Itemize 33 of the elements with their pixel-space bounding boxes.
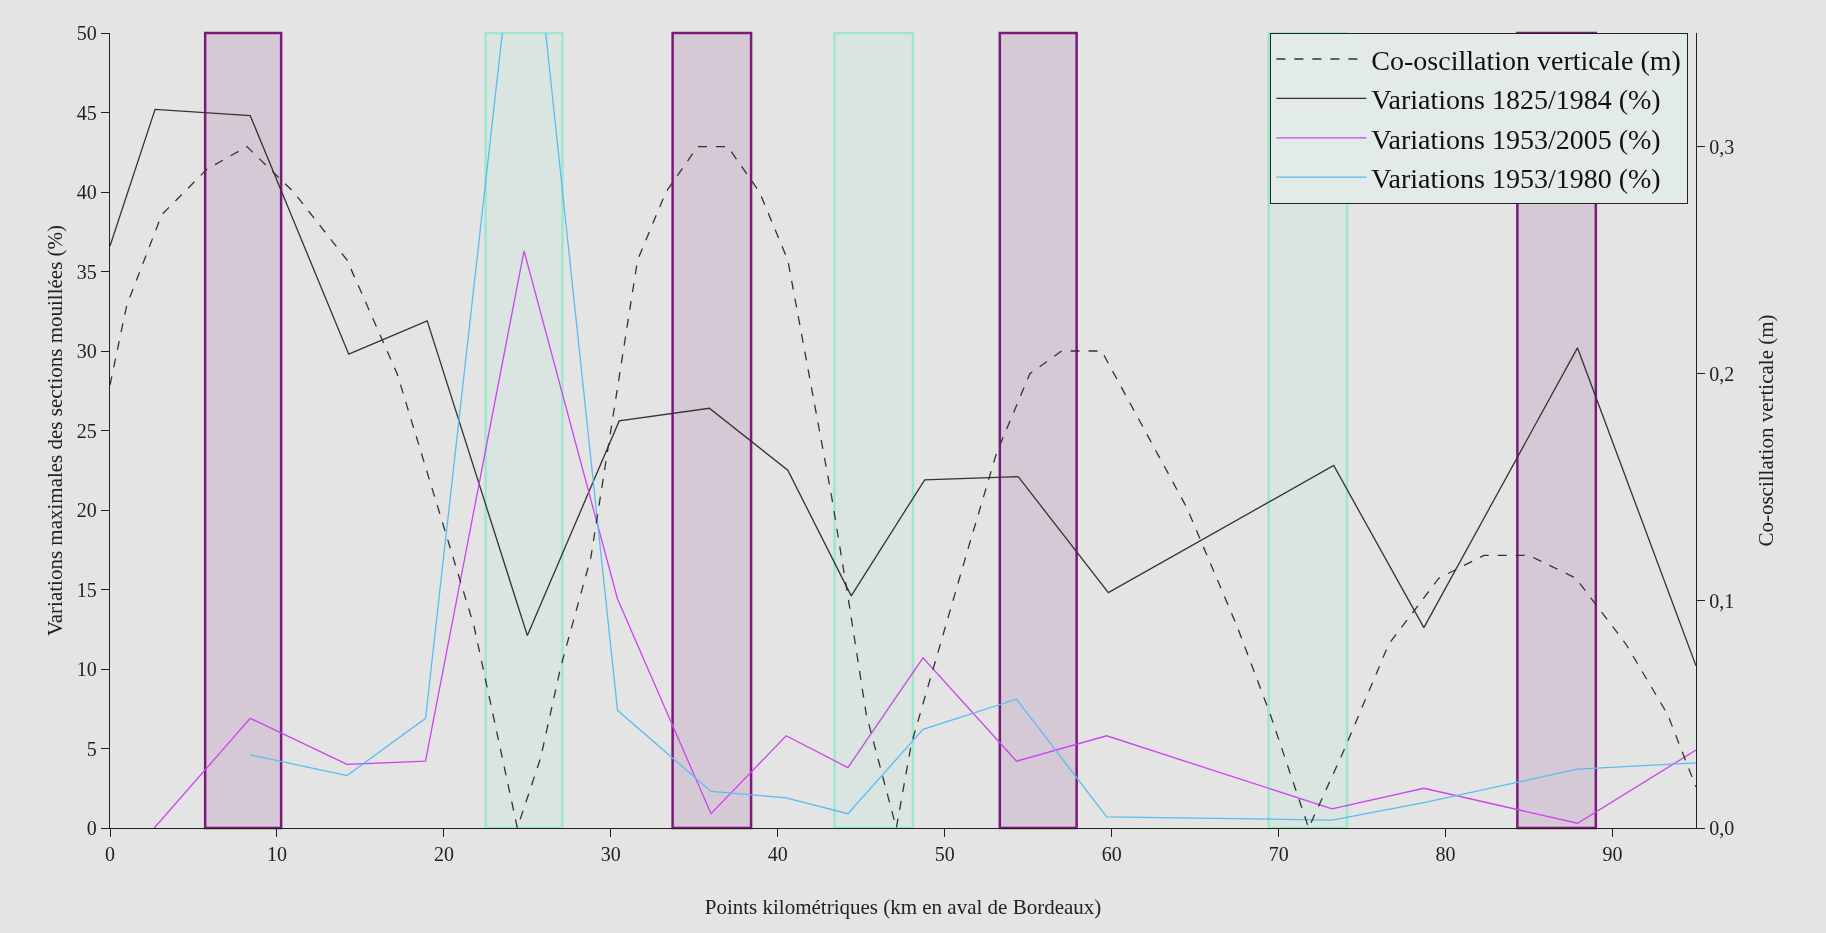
x-tick-label: 90	[1602, 843, 1623, 866]
line-series	[153, 250, 1696, 828]
y-tick-label: 50	[76, 22, 97, 44]
x-tick-label: 50	[934, 843, 955, 866]
y-tick-label: 0	[86, 817, 97, 839]
y-axis-title: Variations maximales des sections mouillées (%)	[43, 224, 67, 637]
y-tick-label: 40	[76, 181, 97, 203]
y-tick-label: 15	[76, 578, 97, 601]
legend-label: Variations 1825/1984 (%)	[1371, 84, 1661, 116]
y-tick-label: 30	[76, 340, 97, 362]
x-tick-label: 0	[105, 843, 115, 866]
y-tick-label: 35	[76, 260, 97, 283]
y2-axis-title: Co-oscillation verticale (m)	[1754, 314, 1779, 547]
y-tick-label: 45	[76, 101, 97, 124]
y-tick-label: 20	[76, 499, 97, 521]
x-tick-label: 60	[1101, 843, 1122, 866]
x-tick-label: 20	[433, 843, 454, 866]
y2-tick-label: 0,2	[1709, 362, 1735, 385]
x-tick-label: 70	[1268, 843, 1289, 866]
x-tick-label: 10	[266, 843, 287, 866]
y-tick-label: 5	[86, 737, 97, 760]
legend-label: Co-oscillation verticale (m)	[1371, 44, 1681, 76]
legend-label: Variations 1953/2005 (%)	[1371, 123, 1661, 155]
y-tick-label: 10	[76, 658, 97, 680]
x-axis-title: Points kilométriques (km en aval de Bordeaux)	[704, 895, 1102, 920]
y2-tick-label: 0,0	[1709, 817, 1735, 839]
x-tick-label: 30	[600, 843, 621, 866]
legend-label: Variations 1953/1980 (%)	[1371, 163, 1661, 195]
y2-tick-label: 0,1	[1709, 589, 1735, 612]
x-tick-label: 40	[767, 843, 788, 866]
y2-tick-label: 0,3	[1709, 135, 1735, 158]
x-tick-label: 80	[1435, 843, 1456, 866]
y-tick-label: 25	[76, 419, 97, 442]
